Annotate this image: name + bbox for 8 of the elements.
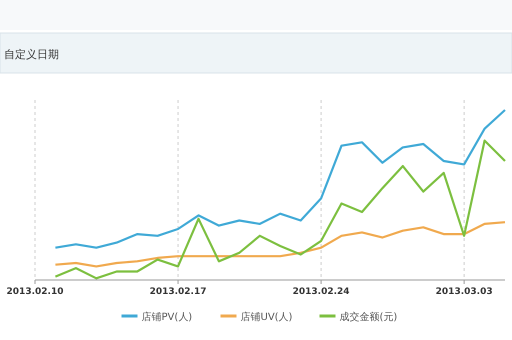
x-tick-label: 2013.02.24 bbox=[292, 287, 350, 297]
x-tick-label: 2013.03.03 bbox=[436, 287, 493, 297]
legend-label: 店铺PV(人) bbox=[142, 311, 192, 323]
text: 自定义日期 bbox=[4, 48, 59, 61]
legend-label: 成交金额(元) bbox=[340, 311, 398, 323]
x-tick-label: 2013.02.10 bbox=[6, 287, 64, 297]
x-tick-label: 2013.02.17 bbox=[150, 287, 207, 297]
legend-label: 店铺UV(人) bbox=[240, 311, 293, 323]
